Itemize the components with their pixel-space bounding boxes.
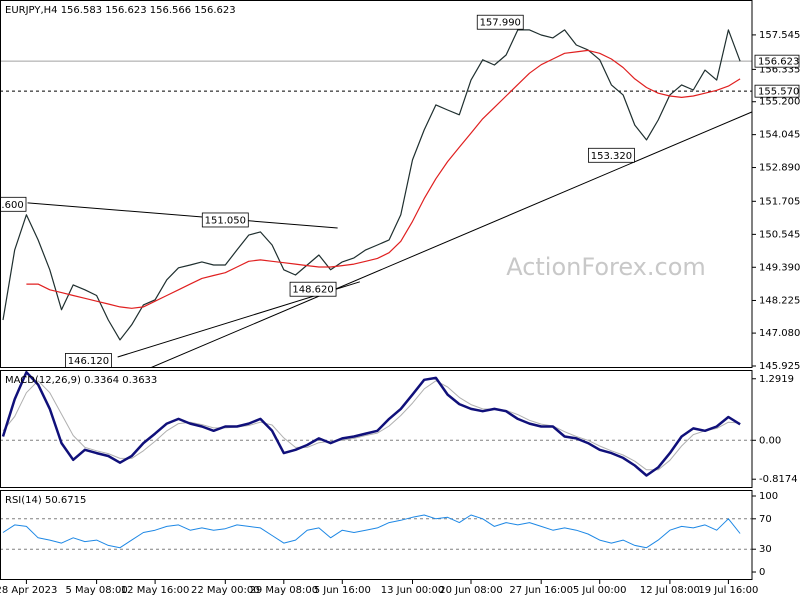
y-tick-label: 149.390 <box>759 262 800 273</box>
plot-area <box>0 514 752 550</box>
price-label: 156.623 <box>758 57 799 68</box>
annotation-box <box>476 14 524 30</box>
y-tick-label: 157.545 <box>759 30 800 41</box>
x-tick-label: 12 Jul 08:00 <box>640 585 700 596</box>
plot-area <box>0 370 752 477</box>
annotation-label: 151.600 <box>0 200 24 211</box>
x-tick-label: 5 Jul 00:00 <box>573 585 627 596</box>
y-tick-label: 0.00 <box>759 435 781 446</box>
x-tick-label: 5 May 08:00 <box>65 585 127 596</box>
price-label-box <box>754 84 800 98</box>
y-tick-label: 30 <box>759 544 772 555</box>
price-label: 155.570 <box>758 87 799 98</box>
x-tick-label: 19 Jul 16:00 <box>698 585 758 596</box>
panel-title: MACD(12,26,9) 0.3364 0.3633 <box>5 375 157 386</box>
series-line <box>2 514 741 549</box>
price-label-box <box>754 54 800 68</box>
panel-frame <box>0 490 753 580</box>
y-tick-label: 100 <box>759 491 778 502</box>
y-tick-label: 148.225 <box>759 295 800 306</box>
x-tick-label: 5 Jun 16:00 <box>314 585 371 596</box>
annotation-label: 153.320 <box>591 151 632 162</box>
panel-title: RSI(14) 50.6715 <box>5 495 86 506</box>
trendline <box>150 111 752 368</box>
annotation-label: 148.620 <box>292 285 333 296</box>
y-tick-label: 147.080 <box>759 328 800 339</box>
series-line <box>2 29 741 341</box>
y-tick-label: 151.705 <box>759 196 800 207</box>
annotation-label: 151.050 <box>205 215 246 226</box>
y-tick-label: 154.045 <box>759 130 800 141</box>
x-tick-label: 28 Apr 2023 <box>0 585 57 596</box>
x-tick-label: 27 Jun 16:00 <box>509 585 573 596</box>
trendline <box>27 202 338 229</box>
x-tick-label: 13 Jun 00:00 <box>381 585 445 596</box>
annotation-box <box>289 281 337 297</box>
y-tick-label: 70 <box>759 514 772 525</box>
panel-frame <box>0 370 753 488</box>
panel-title: EURJPY,H4 156.583 156.623 156.566 156.62… <box>5 5 236 16</box>
series-line <box>26 49 741 309</box>
annotation-box <box>0 196 27 212</box>
annotation-label: 157.990 <box>480 18 521 29</box>
y-tick-label: 156.335 <box>759 64 800 75</box>
annotation-box <box>588 147 635 163</box>
series-line <box>1 370 741 477</box>
annotation-box <box>201 212 249 228</box>
panel-frame <box>0 0 753 368</box>
watermark: ActionForex.com <box>506 253 706 281</box>
x-tick-label: 29 May 08:00 <box>250 585 319 596</box>
annotation-label: 146.120 <box>68 356 109 367</box>
y-tick-label: 0 <box>759 567 765 578</box>
x-tick-label: 20 Jun 08:00 <box>439 585 503 596</box>
plot-area: 151.600 151.050 148.620 146.120 157.990 153.3… <box>0 14 752 368</box>
x-tick-label: 22 May 00:00 <box>191 585 260 596</box>
y-tick-label: 150.545 <box>759 229 800 240</box>
x-tick-label: 12 May 16:00 <box>121 585 190 596</box>
y-tick-label: 1.2919 <box>759 374 794 385</box>
y-tick-label: -0.8174 <box>759 474 798 485</box>
y-tick-label: 145.925 <box>759 361 800 372</box>
y-tick-label: 155.200 <box>759 97 800 108</box>
y-tick-label: 152.890 <box>759 163 800 174</box>
